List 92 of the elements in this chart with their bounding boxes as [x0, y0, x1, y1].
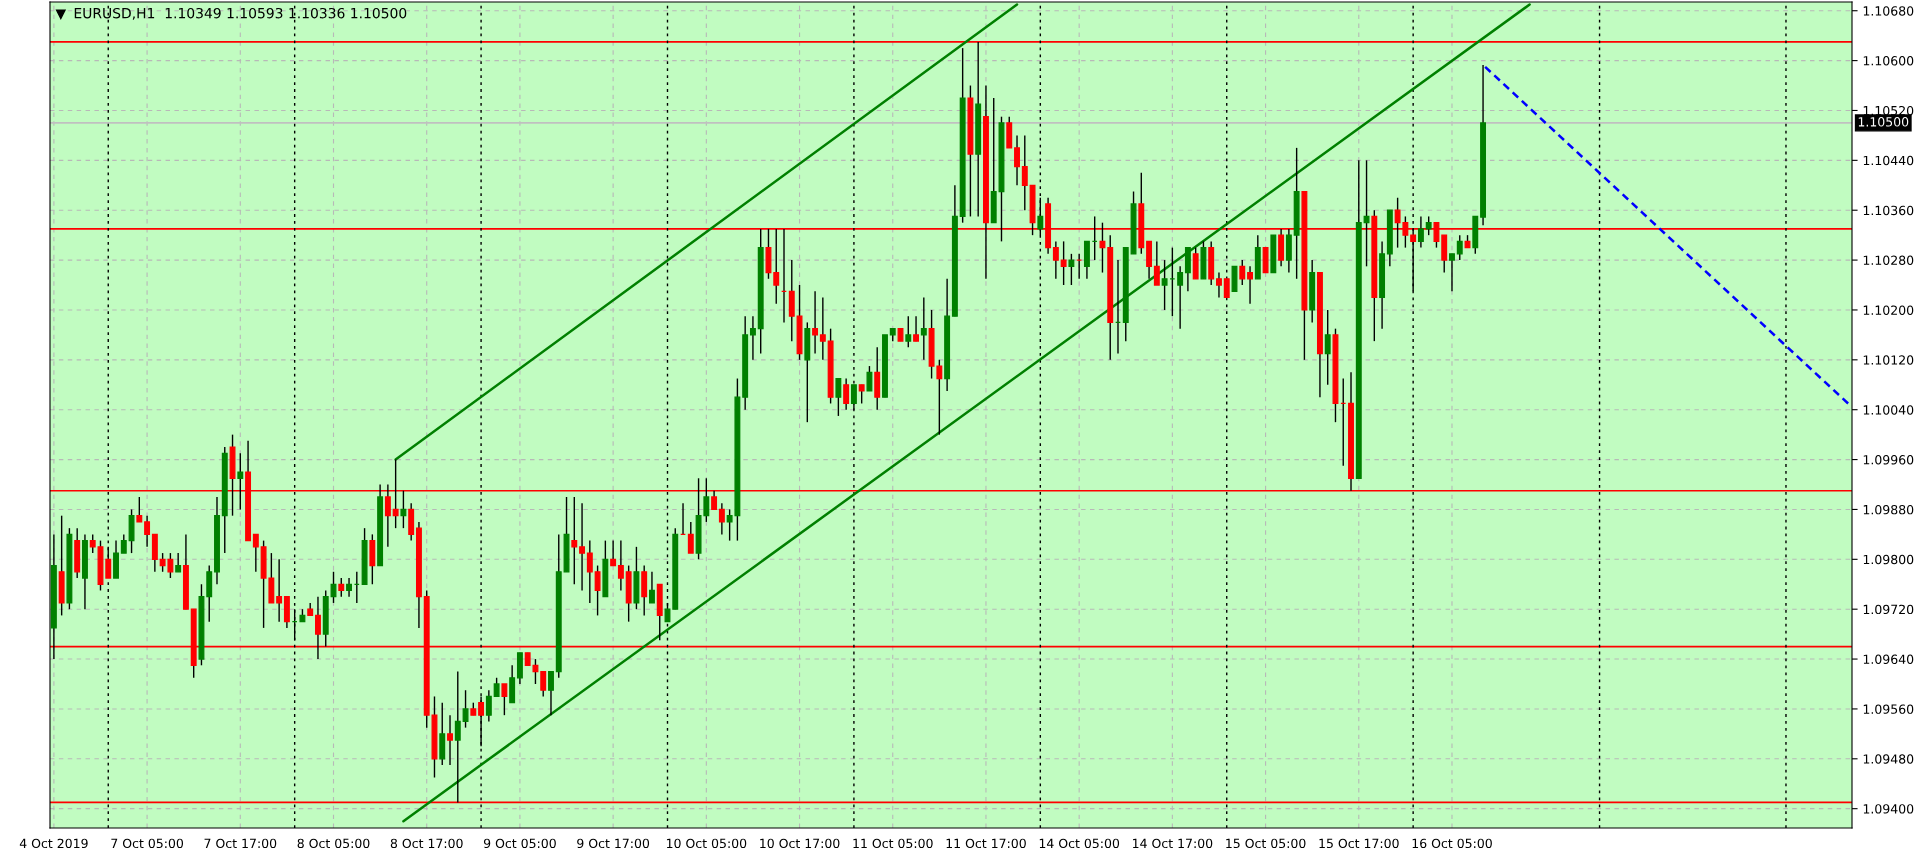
- x-tick-label: 7 Oct 17:00: [204, 838, 277, 849]
- candlestick: [1247, 265, 1253, 305]
- candlestick: [1060, 240, 1067, 286]
- candlestick: [1021, 134, 1028, 211]
- y-tick-label: 1.09960: [1863, 455, 1914, 465]
- candlestick: [454, 670, 461, 804]
- candlestick: [1014, 134, 1020, 186]
- candlestick: [548, 670, 554, 716]
- candlestick: [276, 558, 283, 623]
- candlestick: [905, 315, 912, 349]
- y-tick-label: 1.09640: [1863, 654, 1914, 664]
- x-tick-label: 7 Oct 05:00: [111, 838, 184, 849]
- y-tick-label: 1.09880: [1863, 504, 1914, 515]
- candlestick: [594, 564, 601, 617]
- y-tick-label: 1.10520: [1863, 105, 1914, 116]
- candlestick: [1417, 215, 1424, 249]
- y-tick-label: 1.09400: [1863, 804, 1914, 814]
- candlestick: [120, 533, 127, 554]
- candlestick: [858, 384, 865, 405]
- candlestick: [579, 502, 586, 592]
- y-tick-label: 1.10360: [1863, 205, 1914, 216]
- ref-line-label: 1.10500: [1858, 117, 1909, 127]
- candlestick: [338, 577, 345, 598]
- y-tick-label: 1.09800: [1863, 554, 1914, 565]
- candlestick: [1324, 309, 1331, 386]
- candlestick: [571, 496, 578, 585]
- candlestick: [540, 670, 547, 698]
- candlestick: [586, 539, 593, 604]
- candlestick: [493, 677, 500, 698]
- x-tick-label: 8 Oct 05:00: [297, 838, 370, 849]
- candlestick: [144, 514, 151, 548]
- x-tick-label: 11 Oct 05:00: [853, 838, 933, 849]
- candlestick: [252, 533, 259, 573]
- candlestick: [346, 577, 352, 598]
- candlestick: [1223, 278, 1230, 299]
- candlestick: [913, 315, 920, 342]
- candlestick: [89, 533, 96, 554]
- candlestick: [843, 377, 850, 411]
- x-tick-label: 14 Oct 05:00: [1039, 838, 1120, 849]
- x-tick-label: 15 Oct 17:00: [1319, 838, 1399, 849]
- candlestick: [1068, 253, 1075, 286]
- candlestick: [462, 689, 469, 729]
- candlestick: [105, 546, 112, 579]
- candlestick: [1052, 240, 1059, 280]
- y-tick-label: 1.10200: [1863, 305, 1914, 315]
- x-tick-label: 9 Oct 05:00: [483, 838, 556, 849]
- candlestick: [400, 490, 407, 529]
- y-tick-label: 1.10040: [1863, 405, 1914, 415]
- candlestick: [819, 296, 826, 361]
- x-tick-label: 9 Oct 17:00: [577, 838, 650, 849]
- candlestick: [1456, 234, 1463, 261]
- candlestick: [1425, 215, 1432, 236]
- x-tick-label: 15 Oct 05:00: [1226, 838, 1306, 849]
- candlestick: [617, 539, 624, 592]
- x-tick-label: 10 Oct 05:00: [666, 838, 747, 849]
- candlestick: [237, 452, 244, 511]
- candlestick: [687, 521, 694, 554]
- y-tick-label: 1.10280: [1863, 255, 1914, 266]
- x-tick-label: 10 Oct 17:00: [760, 838, 840, 849]
- x-tick-label: 14 Oct 17:00: [1133, 838, 1213, 849]
- candlestick: [501, 683, 508, 716]
- candlestick: [136, 496, 143, 523]
- y-tick-label: 1.10120: [1863, 355, 1914, 365]
- candlestick: [175, 552, 182, 573]
- y-tick-label: 1.09720: [1863, 604, 1914, 615]
- candlestick: [812, 290, 819, 355]
- candlestick: [1239, 259, 1246, 286]
- candlestick: [718, 502, 725, 536]
- x-tick-label: 8 Oct 17:00: [390, 838, 463, 849]
- candlestick: [1449, 253, 1455, 292]
- candlestick: [866, 365, 873, 392]
- y-tick-label: 1.10440: [1863, 155, 1914, 166]
- y-tick-label: 1.10680: [1863, 6, 1914, 16]
- candlestick: [920, 296, 927, 361]
- y-tick-label: 1.09560: [1863, 704, 1914, 714]
- candlestick: [485, 689, 492, 723]
- candlestick: [835, 377, 842, 417]
- x-tick-label: 4 Oct 2019: [19, 838, 88, 849]
- x-tick-label: 11 Oct 17:00: [946, 838, 1026, 849]
- candlestick: [1363, 159, 1370, 268]
- candlestick: [1153, 240, 1160, 286]
- x-tick-label: 16 Oct 05:00: [1412, 838, 1492, 849]
- y-tick-label: 1.09480: [1863, 754, 1914, 764]
- candlestick: [649, 571, 655, 604]
- candlestick: [1161, 259, 1168, 311]
- candlestick: [610, 539, 617, 567]
- candlestick: [1177, 265, 1184, 330]
- y-tick-label: 1.10600: [1863, 56, 1914, 66]
- candlestick: [447, 714, 453, 766]
- candlestick: [749, 315, 756, 361]
- candlestick: [1216, 271, 1222, 299]
- chart-title: EURUSD,H1 1.10349 1.10593 1.10336 1.10500: [74, 7, 407, 20]
